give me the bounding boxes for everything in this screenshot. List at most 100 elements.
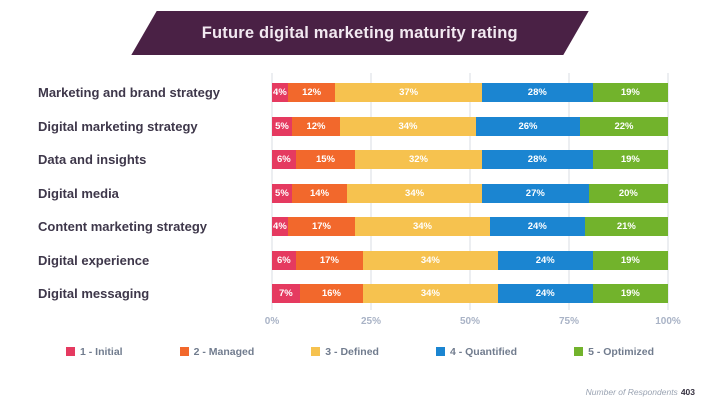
legend-swatch bbox=[66, 347, 75, 356]
respondents-value: 403 bbox=[680, 387, 695, 397]
legend: 1 - Initial 2 - Managed 3 - Defined 4 - Qua… bbox=[0, 346, 720, 358]
legend-swatch bbox=[179, 347, 189, 356]
bar-value-label: 15% bbox=[315, 154, 335, 166]
axis-tick-label: 50% bbox=[459, 315, 481, 327]
bar-value-label: 32% bbox=[408, 154, 428, 166]
bar-track: 5% 12% 34% 26% 22% bbox=[272, 116, 668, 136]
category-label: Digital marketing strategy bbox=[38, 118, 198, 134]
bar-value-label: 34% bbox=[405, 187, 425, 199]
bar-value-label: 19% bbox=[620, 288, 640, 300]
bar-segment-defined: 34% bbox=[347, 183, 482, 203]
page-title: Future digital marketing maturity rating bbox=[201, 23, 519, 42]
bar-track: 4% 17% 34% 24% 21% bbox=[272, 217, 668, 237]
legend-item-managed: 2 - Managed bbox=[179, 346, 254, 358]
bar-value-label: 34% bbox=[412, 221, 432, 233]
category-label: Marketing and brand strategy bbox=[38, 85, 221, 101]
bar-segment-managed: 12% bbox=[287, 83, 336, 103]
bar-segment-quantified: 27% bbox=[481, 183, 589, 203]
axis-tick-label: 100% bbox=[655, 315, 681, 327]
bar-segment-quantified: 28% bbox=[481, 150, 593, 170]
legend-item-defined: 3 - Defined bbox=[311, 346, 379, 358]
bar-value-label: 28% bbox=[527, 87, 547, 99]
bar-segment-initial: 4% bbox=[272, 83, 288, 103]
bar-segment-quantified: 24% bbox=[497, 250, 593, 270]
chart-row: Content marketing strategy 4% 17% 34% 24% 21% bbox=[0, 210, 720, 244]
x-axis: 0% 25% 50% 75% 100% bbox=[265, 311, 681, 333]
bar-segment-defined: 34% bbox=[363, 284, 498, 304]
bar-track: 5% 14% 34% 27% 20% bbox=[272, 183, 668, 203]
bar-value-label: 28% bbox=[527, 154, 547, 166]
bar-segment-initial: 5% bbox=[272, 183, 292, 203]
legend-item-quantified: 4 - Quantified bbox=[435, 345, 518, 358]
bar-segment-optimized: 21% bbox=[584, 217, 668, 237]
bar-value-label: 6% bbox=[277, 254, 291, 266]
bar-value-label: 16% bbox=[321, 288, 341, 300]
bar-value-label: 26% bbox=[518, 120, 538, 132]
category-label: Data and insights bbox=[38, 152, 147, 168]
legend-item-optimized: 5 - Optimized bbox=[574, 346, 654, 358]
chart-row: Data and insights 6% 15% 32% 28% 19% bbox=[0, 143, 720, 177]
bar-value-label: 17% bbox=[319, 254, 339, 266]
bar-segment-initial: 6% bbox=[272, 150, 296, 170]
category-label: Digital messaging bbox=[38, 286, 150, 302]
bar-segment-quantified: 28% bbox=[481, 83, 593, 103]
axis-tick-label: 0% bbox=[264, 315, 280, 327]
bar-value-label: 20% bbox=[618, 187, 638, 199]
legend-label: 5 - Optimized bbox=[588, 345, 654, 358]
bar-value-label: 37% bbox=[399, 87, 419, 99]
bar-segment-quantified: 24% bbox=[497, 284, 593, 304]
bar-track: 6% 15% 32% 28% 19% bbox=[272, 150, 668, 170]
bar-value-label: 17% bbox=[311, 221, 331, 233]
bar-segment-quantified: 24% bbox=[489, 217, 585, 237]
bar-value-label: 34% bbox=[420, 288, 440, 300]
bar-value-label: 4% bbox=[273, 87, 287, 99]
category-label: Digital experience bbox=[38, 252, 150, 268]
legend-swatch bbox=[311, 347, 321, 356]
legend-label: 4 - Quantified bbox=[449, 345, 518, 358]
chart-row: Marketing and brand strategy 4% 12% 37% 28% 1… bbox=[0, 76, 720, 110]
category-label: Content marketing strategy bbox=[38, 219, 208, 235]
bar-segment-managed: 15% bbox=[295, 150, 356, 170]
chart-rows: Marketing and brand strategy 4% 12% 37% 28% 1… bbox=[0, 76, 720, 311]
title-banner: Future digital marketing maturity rating bbox=[131, 11, 589, 55]
legend-swatch bbox=[574, 347, 584, 356]
bar-value-label: 12% bbox=[302, 87, 322, 99]
bar-segment-managed: 16% bbox=[299, 284, 364, 304]
bar-value-label: 24% bbox=[527, 221, 547, 233]
bar-value-label: 34% bbox=[398, 120, 418, 132]
bar-value-label: 34% bbox=[420, 254, 440, 266]
bar-value-label: 27% bbox=[525, 187, 545, 199]
respondents-label: Number of Respondents bbox=[585, 387, 678, 397]
bar-segment-optimized: 19% bbox=[592, 150, 668, 170]
bar-value-label: 5% bbox=[275, 187, 289, 199]
respondents-note: Number of Respondents 403 bbox=[586, 387, 695, 397]
bar-segment-optimized: 22% bbox=[580, 116, 668, 136]
bar-value-label: 7% bbox=[278, 288, 293, 300]
bar-value-label: 5% bbox=[275, 120, 289, 132]
bar-value-label: 14% bbox=[310, 187, 330, 199]
title-banner-container: Future digital marketing maturity rating bbox=[0, 0, 720, 55]
bar-segment-optimized: 19% bbox=[592, 83, 668, 103]
bar-segment-managed: 17% bbox=[287, 217, 356, 237]
bar-value-label: 19% bbox=[620, 254, 640, 266]
bar-segment-defined: 34% bbox=[363, 250, 498, 270]
bar-segment-optimized: 19% bbox=[592, 250, 668, 270]
bar-segment-defined: 34% bbox=[355, 217, 490, 237]
bar-segment-initial: 7% bbox=[272, 284, 300, 304]
bar-value-label: 19% bbox=[620, 154, 640, 166]
legend-label: 1 - Initial bbox=[80, 345, 123, 358]
bar-value-label: 12% bbox=[306, 120, 326, 132]
bar-value-label: 6% bbox=[277, 154, 291, 166]
bar-segment-optimized: 19% bbox=[592, 284, 668, 304]
chart-row: Digital marketing strategy 5% 12% 34% 26% 22% bbox=[0, 110, 720, 144]
chart-row: Digital messaging 7% 16% 34% 24% 19% bbox=[0, 277, 720, 311]
bar-segment-initial: 6% bbox=[272, 250, 296, 270]
bar-value-label: 4% bbox=[273, 221, 287, 233]
bar-segment-defined: 32% bbox=[355, 150, 482, 170]
bar-value-label: 24% bbox=[535, 254, 555, 266]
gridline bbox=[667, 73, 669, 310]
chart-row: Digital media 5% 14% 34% 27% 20% bbox=[0, 177, 720, 211]
chart-row: Digital experience 6% 17% 34% 24% 19% bbox=[0, 244, 720, 278]
bar-track: 7% 16% 34% 24% 19% bbox=[272, 284, 668, 304]
